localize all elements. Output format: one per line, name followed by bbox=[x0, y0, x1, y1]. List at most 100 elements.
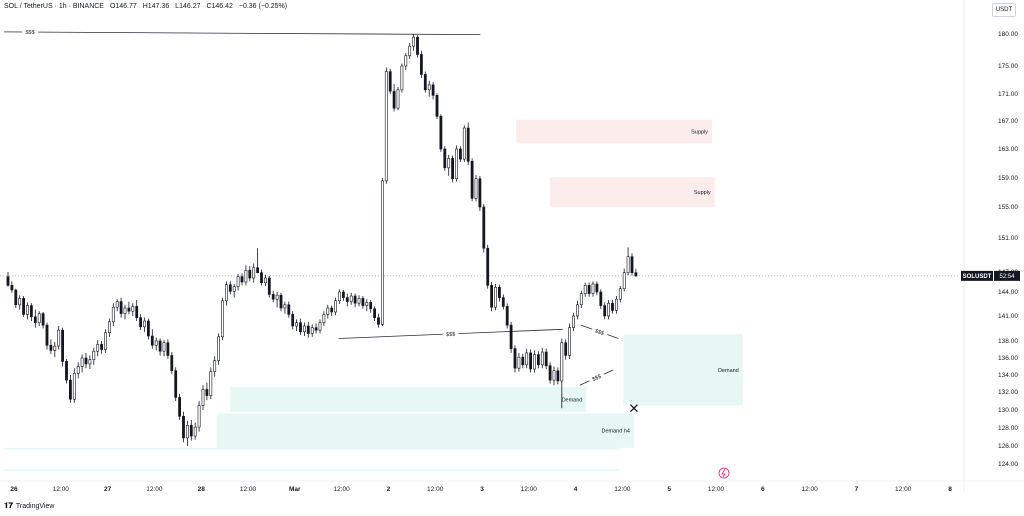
candle-body bbox=[178, 397, 182, 417]
candle-body bbox=[205, 389, 209, 396]
candle-body bbox=[380, 180, 384, 325]
candle-body bbox=[423, 74, 427, 91]
candle-body bbox=[263, 277, 267, 283]
candle-body bbox=[435, 95, 439, 117]
candle-body bbox=[400, 65, 404, 91]
candle-body bbox=[84, 357, 88, 365]
y-tick-label: 126.00 bbox=[998, 443, 1018, 450]
x-tick-label: 2 bbox=[387, 486, 391, 493]
candle-body bbox=[57, 329, 61, 347]
candle-body bbox=[544, 351, 548, 366]
candle-body bbox=[338, 291, 341, 302]
currency-button[interactable]: USDT bbox=[992, 3, 1016, 17]
candle-body bbox=[614, 298, 618, 311]
candle-body bbox=[560, 342, 564, 382]
candle-body bbox=[96, 344, 100, 352]
candle-body bbox=[517, 356, 521, 369]
candle-body bbox=[529, 352, 533, 370]
liquidity-label-bg bbox=[22, 28, 39, 36]
candle-body bbox=[170, 355, 174, 372]
candle-body bbox=[225, 284, 228, 302]
demand-zone bbox=[4, 447, 620, 450]
candle-body bbox=[357, 298, 361, 304]
candle-body bbox=[556, 370, 560, 382]
candle-body bbox=[115, 301, 119, 308]
demand-zone-label: Demand h4 bbox=[602, 429, 630, 435]
countdown-timer: 52:54 bbox=[999, 274, 1015, 280]
candle-body bbox=[462, 127, 466, 160]
candle-body bbox=[482, 206, 486, 249]
symbol-line[interactable]: SOL / TetherUS · 1h · BINANCE bbox=[4, 3, 104, 10]
candle-body bbox=[458, 148, 462, 160]
candle-body bbox=[236, 276, 240, 287]
candle-body bbox=[189, 424, 193, 437]
candle-body bbox=[521, 356, 525, 366]
candle-body bbox=[135, 306, 139, 318]
y-tick-label: 141.00 bbox=[998, 313, 1018, 320]
candle-body bbox=[111, 306, 115, 323]
candle-body bbox=[150, 335, 154, 346]
candle-body bbox=[536, 354, 540, 366]
y-tick-label: 167.00 bbox=[998, 118, 1018, 125]
candle-body bbox=[408, 45, 412, 57]
close-value: C146.42 bbox=[206, 3, 233, 10]
candle-body bbox=[591, 283, 595, 294]
candle-body bbox=[345, 297, 349, 302]
brand-footer[interactable]: 𝟏𝟕 TradingView bbox=[4, 501, 54, 511]
candle-body bbox=[392, 90, 396, 109]
y-tick-label: 175.00 bbox=[998, 63, 1018, 70]
y-tick-label: 130.00 bbox=[998, 407, 1018, 414]
candle-body bbox=[72, 372, 76, 400]
candle-body bbox=[275, 294, 279, 300]
x-tick-label: 12:00 bbox=[895, 486, 912, 493]
x-tick-label: 12:00 bbox=[614, 486, 631, 493]
supply-zone-label: Supply bbox=[691, 130, 708, 136]
candle-body bbox=[611, 302, 614, 311]
demand-zone bbox=[623, 334, 743, 406]
open-value: O146.77 bbox=[109, 3, 137, 10]
candle-body bbox=[494, 287, 497, 308]
y-tick-label: 151.00 bbox=[998, 235, 1018, 242]
x-tick-label: 6 bbox=[761, 486, 765, 493]
liquidity-label: $$$ bbox=[25, 30, 34, 36]
candle-body bbox=[123, 307, 127, 314]
liquidity-label-bg bbox=[590, 325, 609, 338]
countdown-badge bbox=[994, 270, 1020, 281]
y-tick-label: 128.00 bbox=[998, 425, 1018, 432]
candle-body bbox=[412, 36, 416, 47]
candle-body bbox=[431, 84, 435, 96]
y-tick-label: 124.00 bbox=[998, 461, 1018, 468]
candle-body bbox=[377, 317, 380, 325]
candle-body bbox=[69, 379, 72, 400]
y-tick-label: 134.00 bbox=[998, 372, 1018, 379]
candle-body bbox=[61, 329, 65, 362]
candle-body bbox=[302, 325, 306, 333]
candle-body bbox=[349, 295, 353, 302]
candle-body bbox=[147, 320, 150, 337]
candle-body bbox=[104, 332, 107, 350]
candle-body bbox=[244, 269, 248, 283]
candle-body bbox=[341, 291, 345, 298]
candle-body bbox=[330, 307, 334, 313]
candle-body bbox=[369, 302, 373, 310]
y-tick-label: 132.00 bbox=[998, 389, 1018, 396]
y-tick-label: 155.00 bbox=[998, 204, 1018, 211]
chart-header: SOL / TetherUS · 1h · BINANCE O146.77 H1… bbox=[4, 3, 291, 10]
candle-body bbox=[53, 345, 57, 351]
candle-body bbox=[139, 317, 143, 328]
candle-body bbox=[314, 327, 318, 331]
candle-body bbox=[451, 158, 455, 180]
candle-body bbox=[427, 84, 431, 91]
candle-body bbox=[18, 298, 22, 306]
candle-body bbox=[404, 55, 408, 67]
x-tick-label: 28 bbox=[198, 486, 206, 493]
candle-body bbox=[143, 320, 146, 328]
candle-body bbox=[326, 307, 330, 315]
x-tick-label: 12:00 bbox=[708, 486, 725, 493]
x-tick-label: 8 bbox=[948, 486, 952, 493]
x-tick-label: 12:00 bbox=[333, 486, 350, 493]
candle-body bbox=[158, 340, 162, 352]
tradingview-logo-icon: 𝟏𝟕 bbox=[4, 501, 13, 510]
candle-body bbox=[252, 267, 256, 279]
